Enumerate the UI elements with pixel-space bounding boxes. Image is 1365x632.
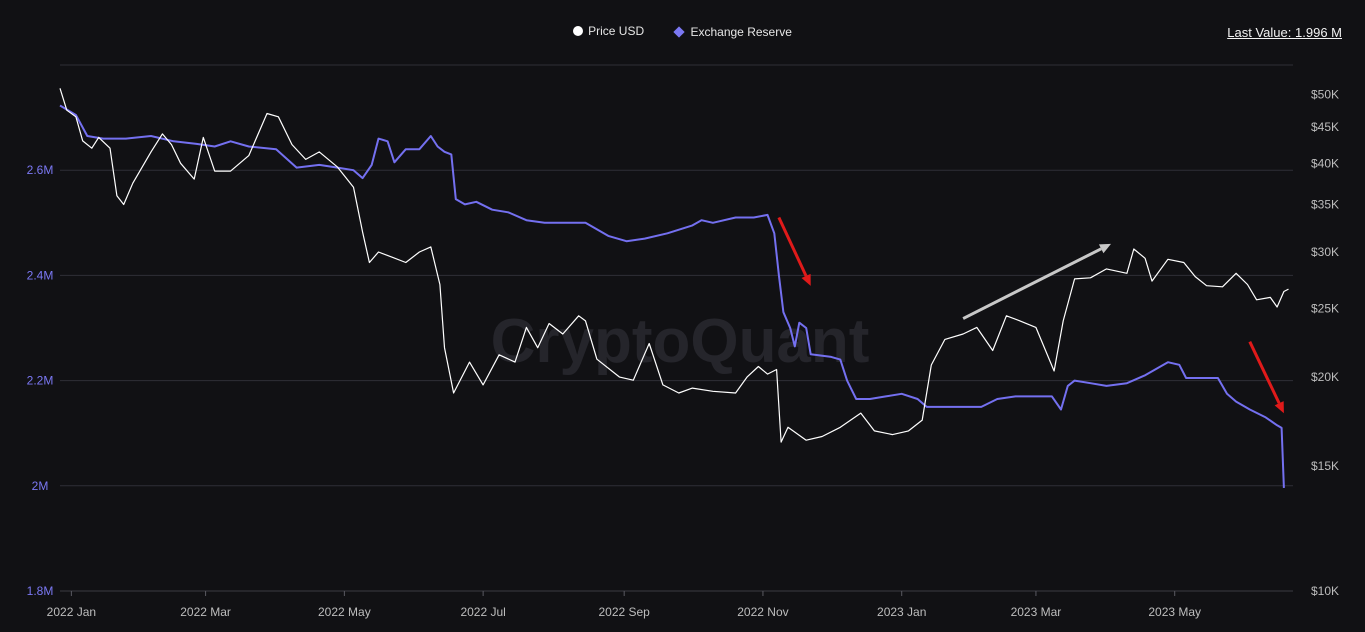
legend-item-reserve[interactable]: Exchange Reserve	[673, 25, 792, 39]
red-arrow-shaft	[777, 216, 808, 277]
x-axis: 2022 Jan 2022 Mar 2022 May 2022 Jul 2022 Sep…	[47, 591, 1201, 619]
right-tick-label: $50K	[1311, 87, 1339, 101]
gray-arrow-shaft	[962, 247, 1102, 320]
x-tick-label: 2022 Mar	[180, 605, 231, 619]
legend-label-reserve: Exchange Reserve	[690, 25, 792, 39]
right-tick-label: $30K	[1311, 245, 1339, 259]
annotations-layer	[777, 216, 1284, 414]
right-tick-label: $15K	[1311, 459, 1339, 473]
x-tick-label: 2022 Nov	[737, 605, 788, 619]
x-tick-label: 2023 May	[1148, 605, 1201, 619]
right-tick-label: $20K	[1311, 370, 1339, 384]
left-tick-label: 2.2M	[27, 374, 54, 388]
right-axis: $10K $15K $20K $25K $30K $35K $40K $45K $50K	[1311, 87, 1339, 598]
gray-arrow-head	[1098, 243, 1112, 254]
x-tick-label: 2023 Jan	[877, 605, 926, 619]
right-tick-label: $25K	[1311, 301, 1339, 315]
x-tick-label: 2022 May	[318, 605, 371, 619]
red-arrow-head	[801, 273, 811, 286]
left-tick-label: 2.4M	[27, 268, 54, 282]
left-tick-label: 1.8M	[27, 584, 54, 598]
right-tick-label: $40K	[1311, 156, 1339, 170]
watermark: CryptoQuant	[491, 307, 870, 376]
chart-legend: Price USD Exchange Reserve	[0, 24, 1365, 39]
left-tick-label: 2.6M	[27, 163, 54, 177]
last-value: Last Value: 1.996 M	[1227, 25, 1342, 40]
grid-lines	[60, 64, 1293, 592]
x-tick-label: 2022 Sep	[598, 605, 650, 619]
left-axis: 1.8M 2M 2.2M 2.4M 2.6M	[27, 163, 54, 598]
red-arrow-shaft	[1248, 341, 1281, 404]
right-tick-label: $10K	[1311, 584, 1339, 598]
price-usd-line	[59, 88, 1289, 443]
x-tick-label: 2022 Jan	[47, 605, 96, 619]
left-tick-label: 2M	[32, 479, 49, 493]
price-legend-dot-icon	[573, 26, 584, 36]
exchange-reserve-line	[59, 104, 1285, 488]
x-tick-label: 2022 Jul	[460, 605, 505, 619]
last-value-number: 1.996 M	[1295, 25, 1342, 40]
series-layer	[59, 88, 1289, 488]
legend-label-price: Price USD	[588, 24, 645, 38]
legend-item-price[interactable]: Price USD	[573, 24, 644, 38]
x-tick-label: 2023 Mar	[1011, 605, 1062, 619]
right-tick-label: $35K	[1311, 197, 1339, 211]
right-tick-label: $45K	[1311, 120, 1339, 134]
red-arrow-head	[1274, 401, 1284, 414]
last-value-label: Last Value:	[1227, 25, 1292, 40]
